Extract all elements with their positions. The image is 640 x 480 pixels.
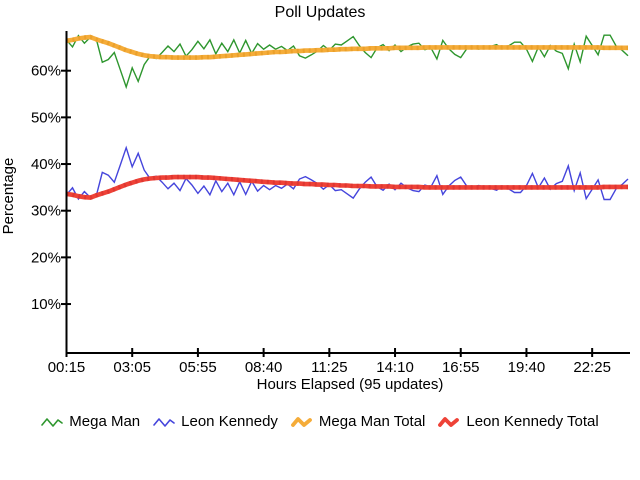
y-tick-label: 10%	[31, 296, 61, 313]
chart-title: Poll Updates	[275, 4, 366, 21]
legend-label: Mega Man Total	[318, 413, 426, 430]
mega-man-series-icon	[41, 417, 64, 427]
legend-label: Mega Man	[69, 413, 141, 430]
series-line-leon-kennedy	[65, 145, 629, 201]
series-line-mega-man	[65, 34, 629, 90]
legend-item-leon-kennedy-total: Leon Kennedy Total	[438, 413, 599, 430]
y-tick-label: 60%	[31, 63, 61, 80]
x-tick-label: 16:55	[442, 359, 480, 376]
y-axis-label: Percentage	[0, 158, 17, 235]
series-bead-overlay-leon-kennedy-total	[66, 174, 628, 200]
legend-label: Leon Kennedy	[181, 413, 278, 430]
axes-layer	[65, 31, 630, 354]
x-tick-label: 00:15	[48, 359, 86, 376]
leon-kennedy-series-icon	[153, 417, 175, 427]
x-tick-label: 11:25	[311, 359, 347, 376]
x-tick-label: 03:05	[113, 359, 151, 376]
x-tick-label: 05:55	[179, 359, 217, 376]
x-tick-label: 08:40	[245, 359, 283, 376]
y-tick-label: 50%	[31, 109, 61, 126]
legend: Mega Man Leon Kennedy Mega Man Total Leo…	[0, 413, 640, 430]
ticks-layer: 00:15 03:05 05:55 08:40 11:25 14:10 16:55 19:40…	[31, 63, 611, 376]
legend-item-leon-kennedy: Leon Kennedy	[153, 413, 278, 430]
mega-man-total-series-icon	[291, 416, 312, 427]
y-tick-label: 20%	[31, 249, 61, 266]
series-bead-overlay-mega-man-total	[66, 34, 628, 60]
x-tick-label: 22:25	[573, 359, 611, 376]
series-layer	[65, 34, 629, 201]
legend-label: Leon Kennedy Total	[466, 413, 599, 430]
y-tick-label: 40%	[31, 156, 61, 173]
leon-kennedy-total-series-icon	[438, 416, 460, 427]
x-tick-label: 19:40	[508, 359, 546, 376]
y-tick-label: 30%	[31, 203, 61, 220]
legend-item-mega-man-total: Mega Man Total	[291, 413, 425, 430]
x-axis-label: Hours Elapsed (95 updates)	[257, 376, 444, 393]
legend-item-mega-man: Mega Man	[41, 413, 140, 430]
axis-lines	[65, 31, 630, 354]
x-tick-label: 14:10	[376, 359, 414, 376]
